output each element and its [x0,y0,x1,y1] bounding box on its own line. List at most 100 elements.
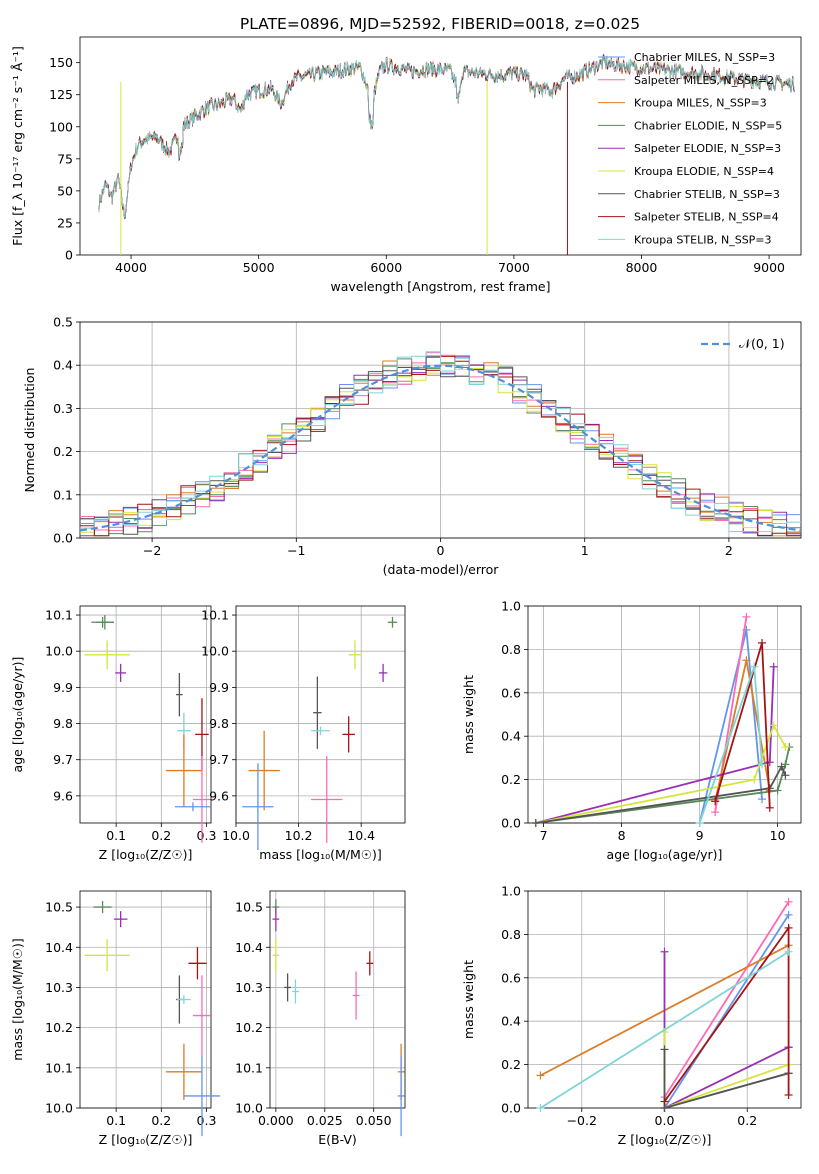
y-tick-label: 75 [57,151,73,166]
x-tick-label: −2 [143,543,161,558]
x-tick-label: −1 [287,543,305,558]
x-tick-label: 0.050 [356,1113,392,1128]
x-tick-label: 0.3 [197,1113,217,1128]
x-axis-label: Z [log₁₀(Z/Z☉)] [618,1132,712,1147]
spectrum-lines [98,53,795,255]
y-tick-label: 0.5 [53,315,73,330]
y-tick-label: 0.2 [501,1057,521,1072]
legend-label: Salpeter STELIB, N_SSP=4 [634,211,779,224]
x-tick-label: 6000 [370,260,402,275]
y-tick-label: 0.6 [501,685,521,700]
y-tick-label: 9.8 [209,716,229,731]
axes-frame [79,890,212,1109]
y-tick-label: 0.3 [53,401,73,416]
y-tick-label: 0.0 [53,531,73,546]
y-axis-label: Normed distribution [22,368,37,493]
weight-line [663,901,790,1098]
x-tick-label: 4000 [115,260,147,275]
x-tick-label: 1 [581,543,589,558]
x-tick-label: 9 [696,828,704,843]
legend: Chabrier MILES, N_SSP=3 Salpeter MILES, N… [598,51,782,246]
panel-residuals: −2 −1 0 1 2 0.0 0.1 0.2 0.3 0.4 0.5 (data-model)/er… [22,315,802,577]
weight-line [535,764,787,824]
x-tick-label: 9000 [753,260,785,275]
y-tick-label: 0.8 [501,927,521,942]
axes-frame [269,890,406,1109]
x-axis-label: (data-model)/error [383,562,500,577]
y-tick-label: 10.4 [45,940,73,955]
axes-frame [79,321,802,539]
y-tick-label: 25 [57,215,73,230]
y-tick-label: 0.4 [53,358,73,373]
y-tick-label: 10.5 [45,900,73,915]
y-tick-label: 9.6 [209,788,229,803]
y-tick-label: 1.0 [501,599,521,614]
y-tick-label: 10.4 [235,940,263,955]
x-tick-label: 0.2 [151,828,171,843]
legend-label: Chabrier STELIB, N_SSP=3 [634,188,780,201]
legend-label: 𝒩(0, 1) [739,336,785,351]
figure-title: PLATE=0896, MJD=52592, FIBERID=0018, z=0… [240,15,640,33]
weight-line [539,951,790,1109]
weight-line [535,723,787,824]
x-tick-label: 0.1 [106,828,126,843]
y-axis-label: mass weight [461,960,476,1039]
legend-label: Kroupa STELIB, N_SSP=3 [634,233,772,246]
weight-line [663,1032,789,1110]
y-tick-label: 0.0 [501,1101,521,1116]
x-axis-label: mass [log₁₀(M/M☉)] [259,847,381,862]
y-tick-label: 50 [57,183,73,198]
axes-frame [235,605,406,824]
x-tick-label: −0.2 [567,1113,597,1128]
points [84,901,221,1137]
x-tick-label: 0.025 [307,1113,343,1128]
y-tick-label: 9.8 [53,716,73,731]
x-axis-label: Z [log₁₀(Z/Z☉)] [99,847,193,862]
x-tick-label: 0.1 [106,1113,126,1128]
axes-frame [79,605,212,824]
x-axis-label: age [log₁₀(age/yr)] [607,847,723,862]
x-tick-label: 7 [540,828,548,843]
panel-massweight_vs_Z: −0.2 0.0 0.2 0.0 0.2 0.4 0.6 0.8 1.0 Z [log₁₀(Z/Z… [461,884,802,1147]
points [84,615,211,843]
x-axis-label: wavelength [Angstrom, rest frame] [330,279,550,294]
x-tick-label: 5000 [243,260,275,275]
y-tick-label: 10.1 [45,1060,73,1075]
y-tick-label: 9.7 [53,752,73,767]
y-tick-label: 125 [49,87,73,102]
y-tick-label: 0.4 [501,729,521,744]
y-tick-label: 0.2 [501,772,521,787]
x-tick-label: 8000 [626,260,658,275]
y-tick-label: 9.9 [53,680,73,695]
y-tick-label: 9.7 [209,752,229,767]
y-tick-label: 0.1 [53,487,73,502]
y-tick-label: 10.2 [45,1020,73,1035]
y-tick-label: 10.0 [235,1101,263,1116]
panel-spectrum: 4000 5000 6000 7000 8000 9000 0 25 50 75 100 125 150… [10,36,802,294]
x-tick-label: 0 [437,543,445,558]
weight-line [714,660,771,802]
legend-label: Chabrier ELODIE, N_SSP=5 [634,119,782,132]
y-tick-label: 10.1 [235,1060,263,1075]
y-tick-label: 150 [49,55,73,70]
y-tick-label: 10.1 [45,608,73,623]
y-tick-label: 0.2 [53,444,73,459]
x-tick-label: 0.3 [197,828,217,843]
x-tick-label: 10.2 [285,828,313,843]
x-tick-label: 10.0 [222,828,250,843]
panel-age_vs_mass: 10.0 10.2 10.4 9.6 9.7 9.8 9.9 10.0 10.1 mass [lo… [201,605,406,862]
y-axis-label: mass weight [461,675,476,754]
weight-line [535,746,791,824]
panel-mass_vs_Z: 0.1 0.2 0.3 10.0 10.1 10.2 10.3 10.4 10.5 Z [log₁… [10,890,221,1147]
x-axis-label: E(B-V) [318,1132,357,1147]
weight-lines [536,897,793,1112]
legend-label: Kroupa ELODIE, N_SSP=4 [634,165,774,178]
weight-lines [531,612,794,827]
y-tick-label: 1.0 [501,884,521,899]
x-tick-label: 8 [618,828,626,843]
weight-line [663,951,789,1110]
histogram-series [80,351,801,533]
y-tick-label: 0.6 [501,970,521,985]
y-tick-label: 10.1 [201,608,229,623]
